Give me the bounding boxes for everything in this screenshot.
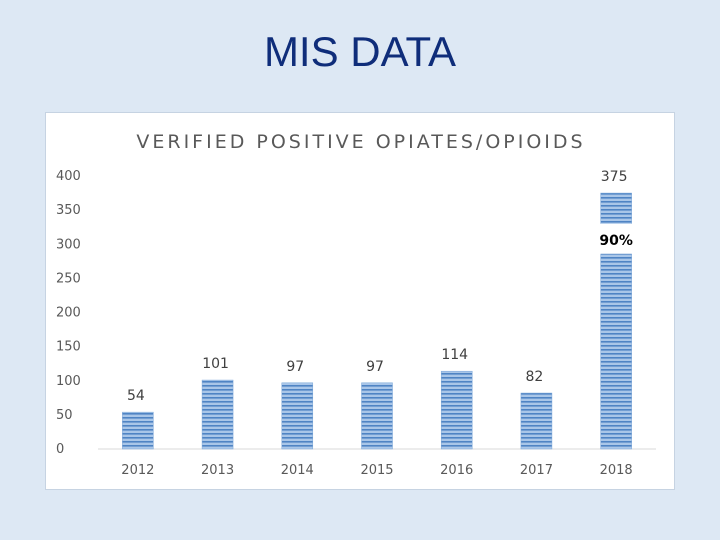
y-tick-label: 400: [56, 169, 81, 184]
y-tick-label: 300: [56, 237, 81, 252]
bar-2013: [201, 379, 234, 450]
y-tick-label: 350: [56, 203, 81, 218]
y-tick-label: 250: [56, 271, 81, 286]
value-label: 97: [366, 359, 384, 375]
x-tick-label: 2013: [201, 463, 234, 478]
x-tick-label: 2018: [600, 463, 633, 478]
slide-title: MIS DATA: [263, 28, 457, 75]
y-tick-label: 150: [56, 340, 81, 355]
bar-2015: [361, 382, 393, 450]
bar-2017: [520, 392, 553, 450]
chart-title: VERIFIED POSITIVE OPIATES/OPIOIDS: [136, 131, 586, 153]
x-tick-label: 2017: [520, 463, 553, 478]
value-label: 375: [601, 169, 628, 185]
bar-2012: [122, 411, 154, 450]
chart-panel: VERIFIED POSITIVE OPIATES/OPIOIDS 0 50 100…: [45, 112, 675, 490]
x-tick-label: 2012: [121, 463, 154, 478]
value-label: 97: [286, 359, 304, 375]
value-label: 101: [202, 356, 229, 372]
value-label: 82: [526, 369, 544, 385]
x-tick-label: 2015: [360, 463, 393, 478]
bar-2014: [281, 382, 314, 450]
bar-2016: [440, 370, 473, 450]
y-tick-label: 100: [56, 374, 81, 389]
y-tick-label: 0: [56, 442, 64, 457]
value-label: 114: [441, 347, 468, 363]
y-tick-label: 200: [56, 306, 81, 321]
x-tick-label: 2016: [440, 463, 473, 478]
annotation-label: 90%: [599, 233, 633, 249]
value-label: 54: [127, 388, 145, 404]
annotation-band: [599, 223, 633, 254]
x-tick-label: 2014: [281, 463, 314, 478]
bar-chart: 0 50 100 150 200 250 300 350 400 2012 2013 2014 201…: [56, 169, 656, 478]
y-tick-label: 50: [56, 408, 73, 423]
